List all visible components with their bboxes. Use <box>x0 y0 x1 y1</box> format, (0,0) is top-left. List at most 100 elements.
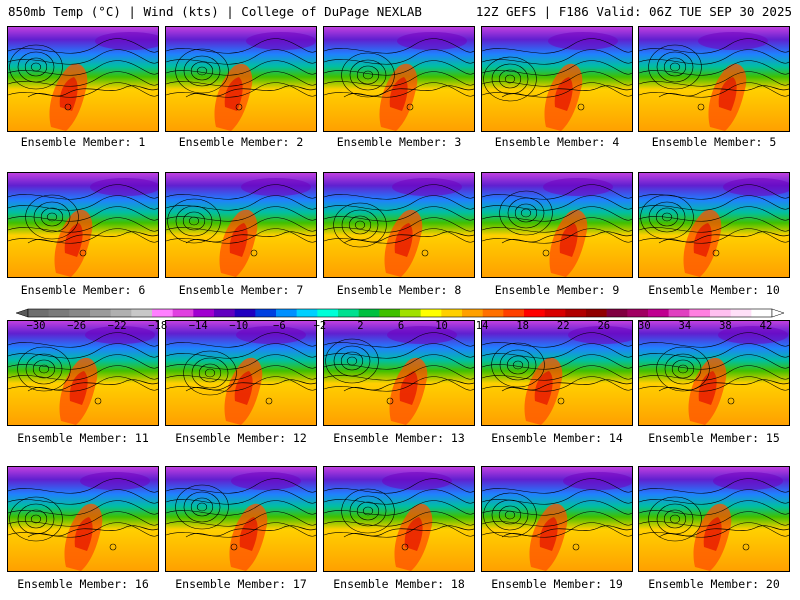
colorbar-tick-label: 6 <box>398 320 404 331</box>
ensemble-map-panel <box>481 466 633 572</box>
temperature-map <box>324 467 474 571</box>
colorbar-swatch <box>462 309 483 317</box>
ensemble-member-label: Ensemble Member: 1 <box>20 135 146 149</box>
ensemble-member-label: Ensemble Member: 10 <box>648 283 780 297</box>
ensemble-map-panel <box>165 172 317 278</box>
product-title: 850mb Temp (°C) | Wind (kts) | College o… <box>8 4 422 19</box>
colorbar-tick-label: −14 <box>189 320 208 331</box>
colorbar-swatch <box>255 309 277 317</box>
temperature-map <box>324 27 474 131</box>
ensemble-map-panel <box>323 320 475 426</box>
colorbar-tick-label: −6 <box>273 320 286 331</box>
colorbar-swatch <box>503 309 525 317</box>
ensemble-map-panel <box>638 172 790 278</box>
temperature-map <box>166 173 316 277</box>
temperature-map <box>639 321 789 425</box>
colorbar-swatch <box>152 309 173 317</box>
temperature-map <box>324 321 474 425</box>
ensemble-member-label: Ensemble Member: 4 <box>494 135 620 149</box>
ensemble-member-label: Ensemble Member: 13 <box>333 431 465 445</box>
temperature-map <box>482 467 632 571</box>
colorbar-swatch <box>441 309 463 317</box>
colorbar-swatch <box>627 309 649 317</box>
colorbar-tick-label: 34 <box>679 320 692 331</box>
ensemble-member-label: Ensemble Member: 14 <box>491 431 623 445</box>
colorbar-swatch <box>358 309 380 317</box>
header-bar: 850mb Temp (°C) | Wind (kts) | College o… <box>0 0 800 22</box>
ensemble-member-label: Ensemble Member: 5 <box>651 135 777 149</box>
temperature-map <box>639 173 789 277</box>
ensemble-member-label: Ensemble Member: 3 <box>336 135 462 149</box>
colorbar-swatch <box>524 309 545 317</box>
ensemble-member-label: Ensemble Member: 17 <box>175 577 307 591</box>
colorbar-swatch <box>131 309 153 317</box>
colorbar-swatch <box>110 309 132 317</box>
colorbar-swatch <box>214 309 235 317</box>
colorbar-tick-label: 30 <box>638 320 651 331</box>
colorbar-swatch <box>586 309 607 317</box>
colorbar-tick-label: −18 <box>148 320 167 331</box>
ensemble-map-panel <box>638 26 790 132</box>
ensemble-map-panel <box>323 26 475 132</box>
ensemble-map-panel <box>165 466 317 572</box>
colorbar-swatch <box>420 309 442 317</box>
colorbar-swatch <box>648 309 669 317</box>
temperature-map <box>166 321 316 425</box>
colorbar-tick-label: −30 <box>27 320 46 331</box>
ensemble-member-label: Ensemble Member: 15 <box>648 431 780 445</box>
temperature-map <box>482 173 632 277</box>
colorbar-swatch <box>689 309 711 317</box>
colorbar-swatch <box>193 309 215 317</box>
ensemble-map-panel <box>481 320 633 426</box>
colorbar-swatch <box>751 309 773 317</box>
ensemble-map-panel <box>165 320 317 426</box>
ensemble-map-panel <box>323 172 475 278</box>
run-info: 12Z GEFS | F186 Valid: 06Z TUE SEP 30 20… <box>475 4 792 19</box>
ensemble-member-label: Ensemble Member: 2 <box>178 135 304 149</box>
colorbar-tick-label: 38 <box>719 320 732 331</box>
colorbar-tick-label: −26 <box>67 320 86 331</box>
colorbar-swatch <box>69 309 91 317</box>
colorbar-tick-label: −22 <box>108 320 127 331</box>
colorbar-swatch <box>276 309 297 317</box>
temperature-map <box>166 27 316 131</box>
colorbar-tick-label: 10 <box>435 320 448 331</box>
ensemble-member-label: Ensemble Member: 6 <box>20 283 146 297</box>
colorbar-tick-label: −10 <box>229 320 248 331</box>
temperature-map <box>8 321 158 425</box>
colorbar-graphic: −30 −26 −22 −18 −14 −10 −6 −2 2 6 10 14 18 22 26 30 34 38… <box>16 308 784 331</box>
ensemble-map-panel <box>638 320 790 426</box>
colorbar-swatch <box>296 309 318 317</box>
temperature-map <box>482 321 632 425</box>
ensemble-map-panel <box>7 172 159 278</box>
ensemble-member-label: Ensemble Member: 9 <box>494 283 620 297</box>
colorbar-swatch <box>234 309 256 317</box>
temperature-map <box>324 173 474 277</box>
colorbar-tick-label: 2 <box>357 320 363 331</box>
temperature-map <box>8 173 158 277</box>
colorbar-swatch <box>668 309 690 317</box>
colorbar-swatch <box>172 309 194 317</box>
ensemble-member-label: Ensemble Member: 11 <box>17 431 149 445</box>
temperature-map <box>639 27 789 131</box>
colorbar-swatch <box>28 309 49 317</box>
colorbar-tick-label: 26 <box>597 320 610 331</box>
ensemble-map-panel <box>323 466 475 572</box>
ensemble-member-label: Ensemble Member: 16 <box>17 577 149 591</box>
colorbar-left-arrow <box>16 308 29 318</box>
colorbar-swatch <box>606 309 628 317</box>
ensemble-member-label: Ensemble Member: 7 <box>178 283 304 297</box>
ensemble-member-label: Ensemble Member: 12 <box>175 431 307 445</box>
temperature-colorbar: −30 −26 −22 −18 −14 −10 −6 −2 2 6 10 14 18 22 26 30 34 38… <box>16 307 784 331</box>
colorbar-tick-label: −2 <box>314 320 327 331</box>
ensemble-map-panel <box>7 320 159 426</box>
temperature-map <box>639 467 789 571</box>
colorbar-swatch <box>48 309 70 317</box>
ensemble-map-panel <box>7 466 159 572</box>
ensemble-map-panel <box>481 26 633 132</box>
colorbar-swatch <box>482 309 504 317</box>
ensemble-member-label: Ensemble Member: 20 <box>648 577 780 591</box>
colorbar-tick-label: 14 <box>476 320 489 331</box>
colorbar-tick-label: 42 <box>760 320 773 331</box>
temperature-map <box>8 467 158 571</box>
